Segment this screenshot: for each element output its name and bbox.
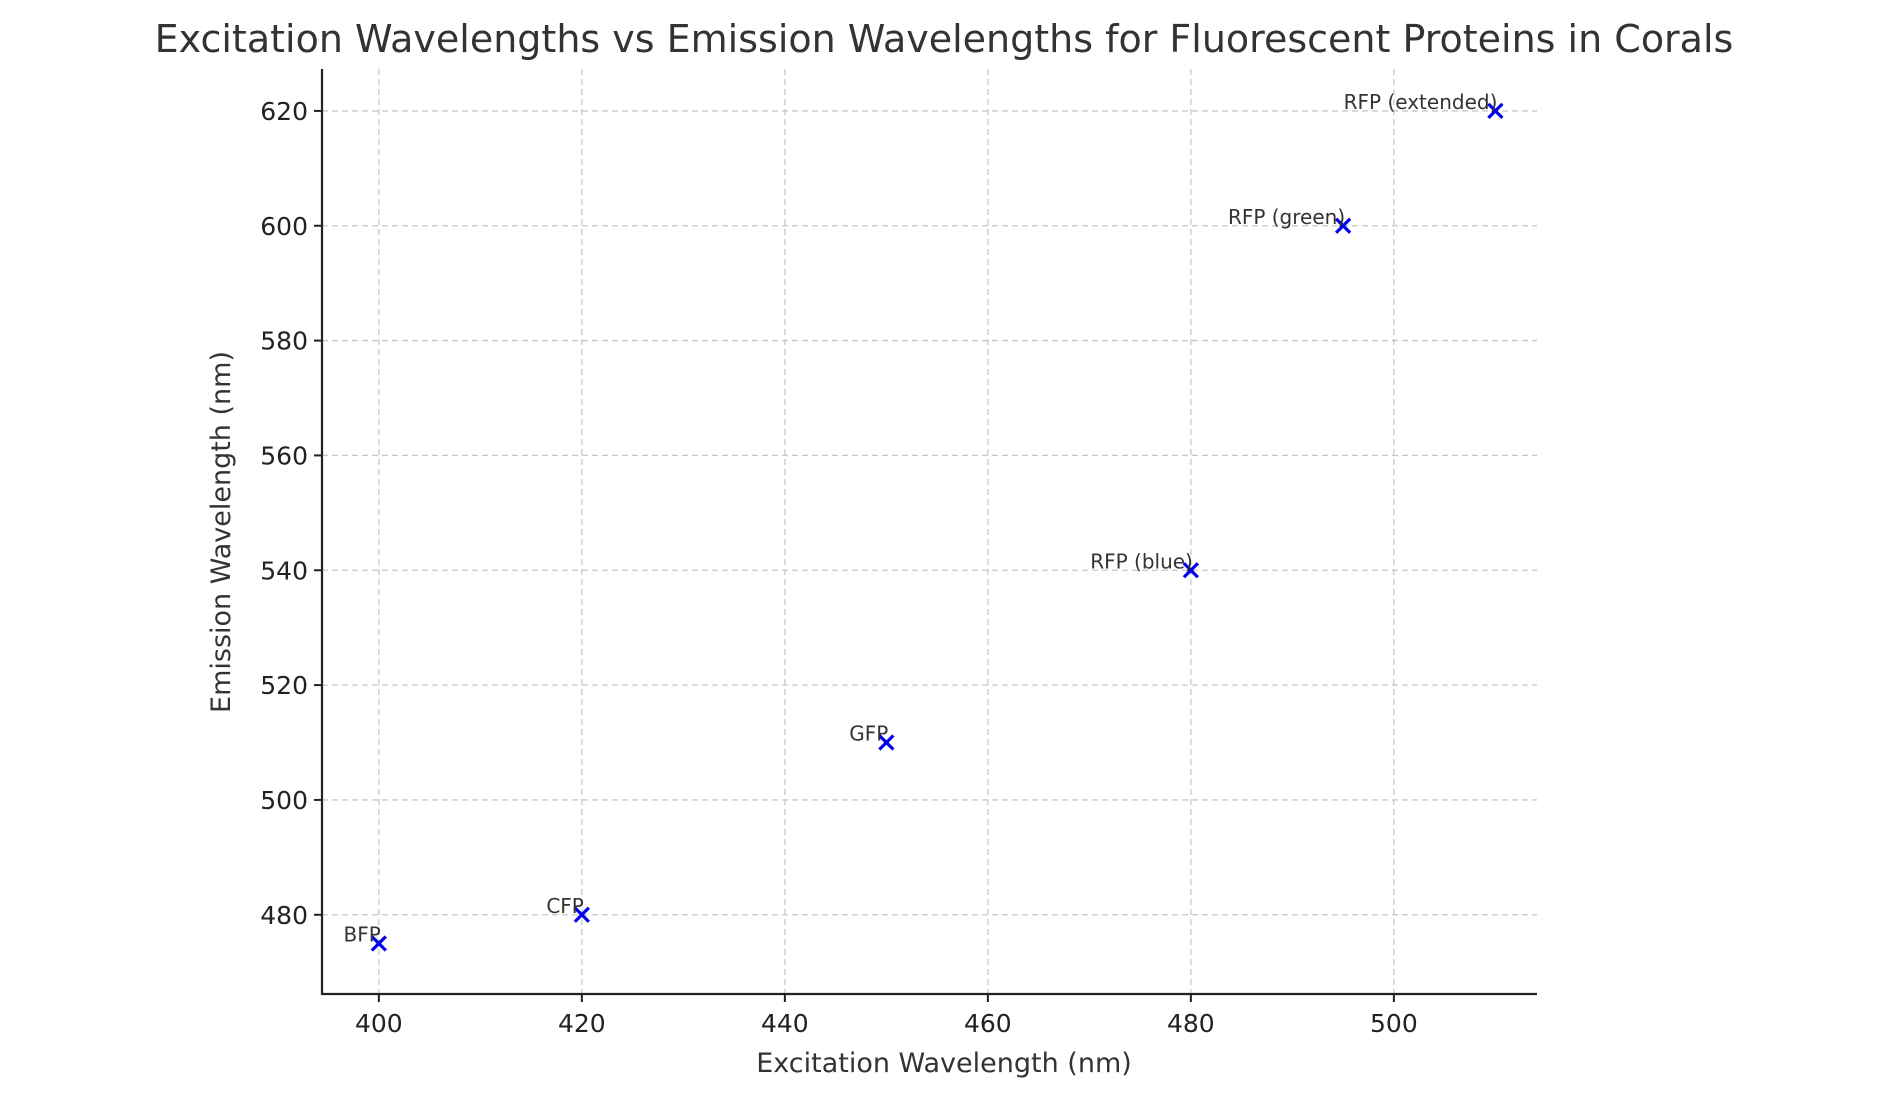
x-marker	[1487, 102, 1504, 120]
data-point: RFP (blue)	[1090, 549, 1200, 579]
y-axis-label: Emission Wavelength (nm)	[206, 351, 237, 713]
y-tick-label: 580	[260, 327, 308, 356]
point-label: CFP	[546, 894, 584, 918]
x-tick-label: 500	[1370, 1009, 1418, 1038]
x-marker	[1182, 562, 1200, 579]
x-axis-label: Excitation Wavelength (nm)	[756, 1048, 1132, 1079]
data-point: RFP (extended)	[1344, 90, 1504, 120]
y-tick-label: 500	[260, 786, 308, 815]
y-tick-label: 620	[260, 97, 308, 126]
x-tick-label: 440	[761, 1009, 809, 1038]
y-tick-label: 520	[260, 671, 308, 700]
x-tick-label: 420	[558, 1009, 606, 1038]
point-label: GFP	[849, 722, 888, 746]
data-point: CFP	[546, 894, 590, 923]
data-point: BFP	[344, 922, 387, 952]
y-tick-label: 540	[260, 556, 308, 585]
x-marker	[878, 734, 895, 751]
y-tick-label: 560	[260, 441, 308, 470]
y-tick-label: 480	[260, 901, 308, 930]
point-label: RFP (extended)	[1344, 90, 1498, 114]
data-point: GFP	[849, 722, 895, 751]
point-label: RFP (green)	[1228, 205, 1345, 229]
point-label: BFP	[344, 922, 381, 946]
x-marker	[1334, 217, 1352, 234]
x-marker	[573, 906, 590, 923]
x-tick-label: 480	[1167, 1009, 1215, 1038]
x-tick-label: 400	[355, 1009, 403, 1038]
x-tick-label: 460	[964, 1009, 1012, 1038]
data-point: RFP (green)	[1228, 205, 1352, 234]
y-tick-label: 600	[260, 212, 308, 241]
chart-title: Excitation Wavelengths vs Emission Wavel…	[155, 17, 1734, 61]
x-marker	[370, 935, 387, 952]
point-label: RFP (blue)	[1090, 549, 1193, 573]
